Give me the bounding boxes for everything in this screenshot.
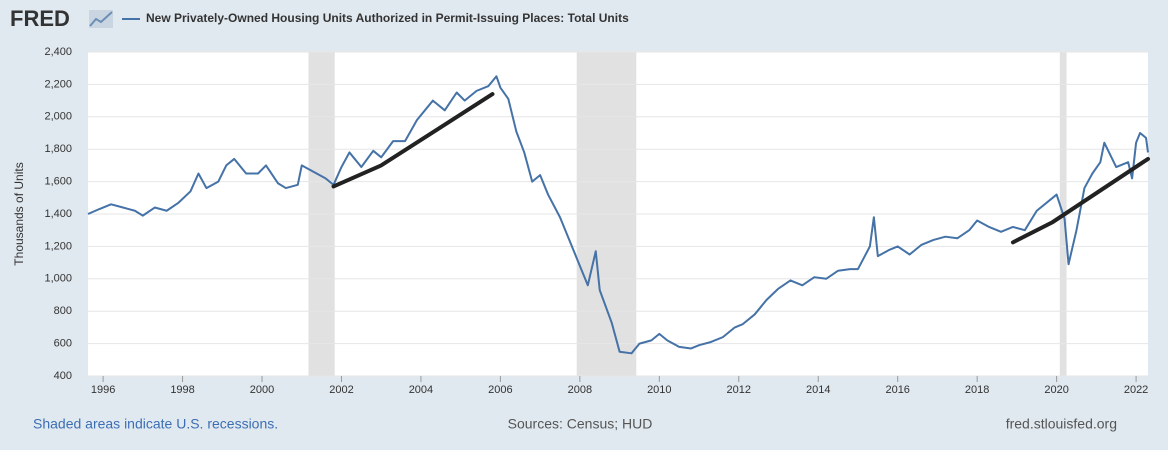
x-tick-label: 2020 — [1044, 384, 1068, 396]
y-tick-label: 1,800 — [44, 143, 72, 155]
logo-icon — [89, 10, 113, 28]
trend-line — [331, 92, 495, 189]
y-tick-label: 2,000 — [44, 111, 72, 123]
x-tick-label: 2016 — [885, 384, 909, 396]
y-tick-label: 1,200 — [44, 240, 72, 252]
recession-note: Shaded areas indicate U.S. recessions. — [33, 416, 278, 432]
data-line — [87, 75, 1149, 355]
y-tick-label: 1,000 — [44, 273, 72, 285]
source: Sources: Census; HUD — [508, 416, 653, 432]
x-tick-label: 1998 — [170, 384, 194, 396]
legend-label: New Privately-Owned Housing Units Author… — [146, 11, 629, 25]
x-tick-label: 1996 — [91, 384, 115, 396]
x-tick-label: 2000 — [250, 384, 274, 396]
x-tick-label: 2006 — [488, 384, 512, 396]
x-tick-label: 2010 — [647, 384, 671, 396]
trend-line — [1010, 156, 1150, 245]
y-axis-label: Thousands of Units — [12, 162, 26, 265]
y-tick-label: 800 — [54, 305, 72, 317]
x-tick-label: 2004 — [409, 384, 433, 396]
x-tick-label: 2008 — [568, 384, 592, 396]
x-tick-label: 2002 — [329, 384, 353, 396]
y-tick-label: 2,200 — [44, 78, 72, 90]
x-tick-label: 2012 — [727, 384, 751, 396]
y-tick-label: 600 — [54, 338, 72, 350]
y-tick-label: 2,400 — [44, 46, 72, 58]
y-tick-label: 1,400 — [44, 208, 72, 220]
y-tick-label: 400 — [54, 370, 72, 382]
x-tick-label: 2022 — [1124, 384, 1148, 396]
x-tick-label: 2018 — [965, 384, 989, 396]
y-tick-label: 1,600 — [44, 176, 72, 188]
logo: FRED — [10, 6, 70, 31]
site: fred.stlouisfed.org — [1006, 416, 1117, 432]
x-tick-label: 2014 — [806, 384, 830, 396]
